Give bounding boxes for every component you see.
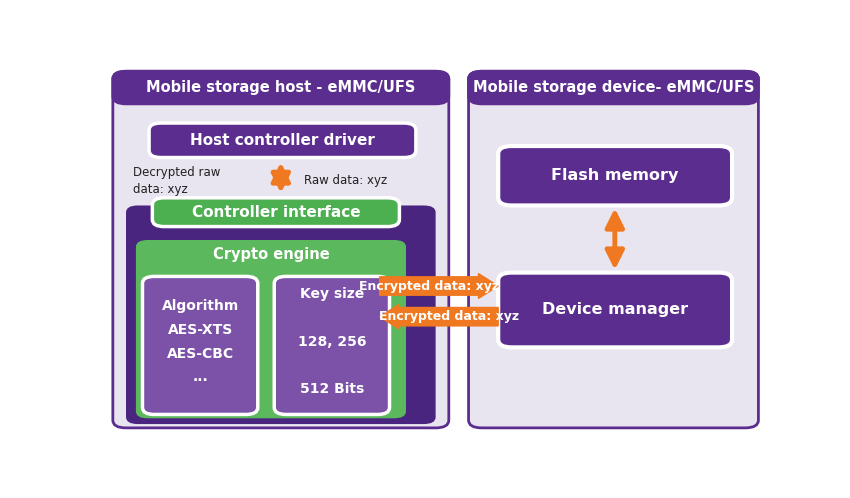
Text: Encrypted data: xyz: Encrypted data: xyz [379,310,518,323]
Text: Device manager: Device manager [542,302,688,317]
Text: Crypto engine: Crypto engine [212,247,329,262]
Text: Key size

128, 256

512 Bits: Key size 128, 256 512 Bits [298,287,366,396]
FancyBboxPatch shape [468,71,758,104]
FancyBboxPatch shape [152,198,400,227]
FancyBboxPatch shape [468,71,758,428]
FancyBboxPatch shape [498,272,732,348]
FancyBboxPatch shape [126,206,435,424]
Text: Controller interface: Controller interface [191,205,360,220]
Text: Algorithm
AES-XTS
AES-CBC
...: Algorithm AES-XTS AES-CBC ... [162,299,239,384]
Text: Host controller driver: Host controller driver [190,133,375,148]
FancyBboxPatch shape [136,240,406,418]
Text: Decrypted raw
data: xyz: Decrypted raw data: xyz [133,165,220,196]
FancyArrow shape [380,273,498,298]
FancyBboxPatch shape [113,71,449,428]
FancyBboxPatch shape [275,276,389,414]
Text: Host controller: Host controller [217,213,345,228]
FancyBboxPatch shape [149,123,416,157]
Text: Mobile storage host - eMMC/UFS: Mobile storage host - eMMC/UFS [146,80,416,95]
FancyBboxPatch shape [143,276,258,414]
FancyArrow shape [380,304,498,329]
FancyBboxPatch shape [498,146,732,206]
Text: Encrypted data: xyz: Encrypted data: xyz [359,279,499,292]
Text: Raw data: xyz: Raw data: xyz [304,174,387,187]
Text: Mobile storage device- eMMC/UFS: Mobile storage device- eMMC/UFS [473,80,754,95]
Text: Flash memory: Flash memory [552,168,679,183]
FancyBboxPatch shape [113,71,449,104]
